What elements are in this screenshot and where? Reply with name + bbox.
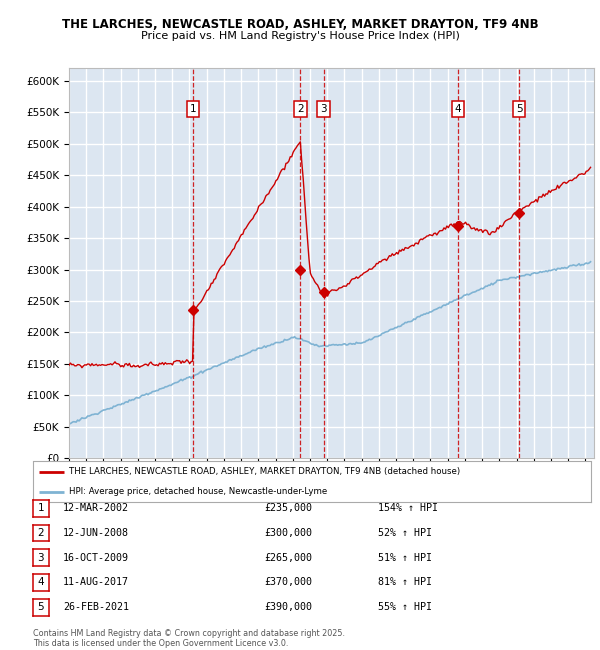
Text: 3: 3	[37, 552, 44, 563]
Text: £265,000: £265,000	[264, 552, 312, 563]
Text: 52% ↑ HPI: 52% ↑ HPI	[378, 528, 432, 538]
Text: 4: 4	[455, 104, 461, 114]
Text: 1: 1	[37, 503, 44, 514]
Text: £235,000: £235,000	[264, 503, 312, 514]
Text: Contains HM Land Registry data © Crown copyright and database right 2025.
This d: Contains HM Land Registry data © Crown c…	[33, 629, 345, 648]
Text: 5: 5	[516, 104, 523, 114]
Text: 55% ↑ HPI: 55% ↑ HPI	[378, 602, 432, 612]
Text: 2: 2	[297, 104, 304, 114]
Text: 51% ↑ HPI: 51% ↑ HPI	[378, 552, 432, 563]
Text: 12-MAR-2002: 12-MAR-2002	[63, 503, 129, 514]
Text: 4: 4	[37, 577, 44, 588]
Text: 81% ↑ HPI: 81% ↑ HPI	[378, 577, 432, 588]
Text: £390,000: £390,000	[264, 602, 312, 612]
Text: 12-JUN-2008: 12-JUN-2008	[63, 528, 129, 538]
Text: 154% ↑ HPI: 154% ↑ HPI	[378, 503, 438, 514]
Text: 2: 2	[37, 528, 44, 538]
Text: 3: 3	[320, 104, 327, 114]
Text: HPI: Average price, detached house, Newcastle-under-Lyme: HPI: Average price, detached house, Newc…	[69, 488, 328, 496]
Text: 1: 1	[190, 104, 196, 114]
Text: THE LARCHES, NEWCASTLE ROAD, ASHLEY, MARKET DRAYTON, TF9 4NB: THE LARCHES, NEWCASTLE ROAD, ASHLEY, MAR…	[62, 18, 538, 31]
Text: 26-FEB-2021: 26-FEB-2021	[63, 602, 129, 612]
Text: 5: 5	[37, 602, 44, 612]
Text: 11-AUG-2017: 11-AUG-2017	[63, 577, 129, 588]
Text: £300,000: £300,000	[264, 528, 312, 538]
Text: Price paid vs. HM Land Registry's House Price Index (HPI): Price paid vs. HM Land Registry's House …	[140, 31, 460, 41]
Text: £370,000: £370,000	[264, 577, 312, 588]
Text: THE LARCHES, NEWCASTLE ROAD, ASHLEY, MARKET DRAYTON, TF9 4NB (detached house): THE LARCHES, NEWCASTLE ROAD, ASHLEY, MAR…	[69, 467, 460, 476]
Text: 16-OCT-2009: 16-OCT-2009	[63, 552, 129, 563]
